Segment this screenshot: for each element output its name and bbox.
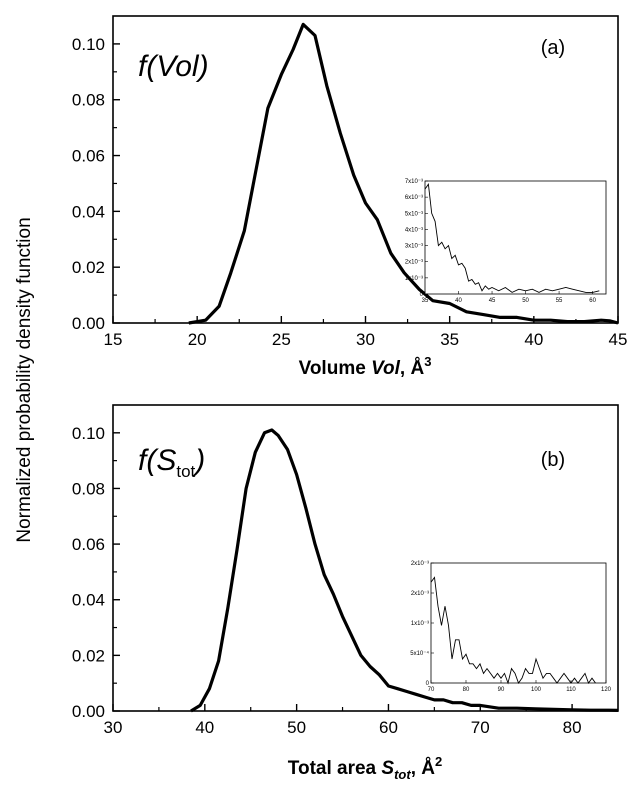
- inset-x-tick-label: 70: [428, 687, 435, 693]
- y-tick-label: 0.02: [72, 646, 105, 665]
- y-tick-label: 0.08: [72, 91, 105, 110]
- inset-chart: 35 40 45 50 55 60 0 1x10⁻³ 2x10⁻³ 3x10⁻³ 4x10⁻³ 5x1…: [405, 179, 607, 304]
- inset-x-tick-label: 120: [601, 687, 612, 693]
- function-label: f(Stot): [138, 444, 205, 481]
- x-tick-label: 30: [356, 330, 375, 349]
- panel-label: (b): [541, 449, 565, 471]
- function-label: f(Vol): [138, 50, 209, 83]
- y-tick-label: 0.00: [72, 314, 105, 333]
- inset-series-line: [430, 576, 596, 685]
- inset-x-tick-label: 110: [566, 687, 576, 693]
- x-tick-label: 50: [287, 718, 306, 737]
- inset-x-tick-label: 35: [422, 298, 429, 304]
- series-line: [188, 22, 619, 325]
- inset-y-tick-label: 1x10⁻³: [405, 276, 423, 282]
- y-tick-label: 0.00: [72, 702, 105, 721]
- inset-x-tick-label: 45: [489, 298, 496, 304]
- inset-y-tick-label: 2x10⁻³: [411, 591, 429, 597]
- y-tick-label: 0.10: [72, 424, 105, 443]
- inset-y-tick-label: 0: [420, 292, 424, 298]
- inset-y-tick-label: 4x10⁻³: [405, 227, 423, 233]
- x-tick-label: 40: [524, 330, 543, 349]
- panel-label: (a): [541, 37, 565, 59]
- x-tick-label: 35: [440, 330, 459, 349]
- inset-y-tick-label: 3x10⁻³: [405, 244, 423, 250]
- x-axis-label: Total area Stot, Å2: [288, 754, 442, 782]
- y-tick-label: 0.04: [72, 202, 105, 221]
- plot-frame: [112, 404, 619, 712]
- x-tick-label: 25: [272, 330, 291, 349]
- inset-y-tick-label: 0: [426, 681, 430, 687]
- x-tick-label: 60: [379, 718, 398, 737]
- x-tick-label: 40: [195, 718, 214, 737]
- y-tick-label: 0.06: [72, 535, 105, 554]
- panel-b: 30 40 50 60 70 80 0.00 0.02 0.04 0.06 0.08 0.10 f(St…: [72, 404, 619, 782]
- y-tick-label: 0.10: [72, 35, 105, 54]
- series-line: [190, 428, 619, 713]
- x-tick-label: 70: [471, 718, 490, 737]
- y-tick-label: 0.06: [72, 147, 105, 166]
- x-tick-label: 30: [104, 718, 123, 737]
- inset-y-tick-label: 2x10⁻³: [411, 561, 429, 567]
- x-tick-label: 15: [104, 330, 123, 349]
- inset-x-tick-label: 40: [455, 298, 462, 304]
- inset-series-line: [424, 182, 600, 293]
- inset-y-tick-label: 2x10⁻³: [405, 260, 423, 266]
- y-tick-label: 0.04: [72, 591, 105, 610]
- inset-x-tick-label: 55: [556, 298, 563, 304]
- inset-y-tick-label: 7x10⁻³: [405, 179, 423, 185]
- y-tick-label: 0.08: [72, 479, 105, 498]
- inset-y-tick-label: 5x10⁻⁴: [410, 650, 429, 657]
- x-tick-label: 45: [609, 330, 628, 349]
- x-tick-label: 80: [563, 718, 582, 737]
- panel-a: 15 20 25 30 35 40 45 0.00 0.02 0.04 0.06 0.08 0.10 f(…: [72, 15, 628, 379]
- inset-x-tick-label: 50: [522, 298, 529, 304]
- y-tick-label: 0.02: [72, 258, 105, 277]
- inset-x-tick-label: 100: [531, 687, 542, 693]
- x-axis-label: Volume Vol, Å3: [299, 354, 432, 379]
- inset-y-tick-label: 5x10⁻³: [405, 211, 423, 217]
- inset-x-tick-label: 80: [463, 687, 470, 693]
- inset-frame: [424, 180, 607, 295]
- y-axis-label: Normalized probability density function: [14, 217, 35, 542]
- inset-x-tick-label: 90: [498, 687, 505, 693]
- x-tick-label: 20: [188, 330, 207, 349]
- inset-x-tick-label: 60: [589, 298, 596, 304]
- inset-frame: [430, 562, 607, 684]
- inset-chart: 70 80 90 100 110 120 0 5x10⁻⁴ 1x10⁻³ 2x10⁻³ 2x10⁻³: [410, 561, 611, 693]
- inset-y-tick-label: 1x10⁻³: [411, 621, 429, 627]
- inset-y-tick-label: 6x10⁻³: [405, 195, 423, 201]
